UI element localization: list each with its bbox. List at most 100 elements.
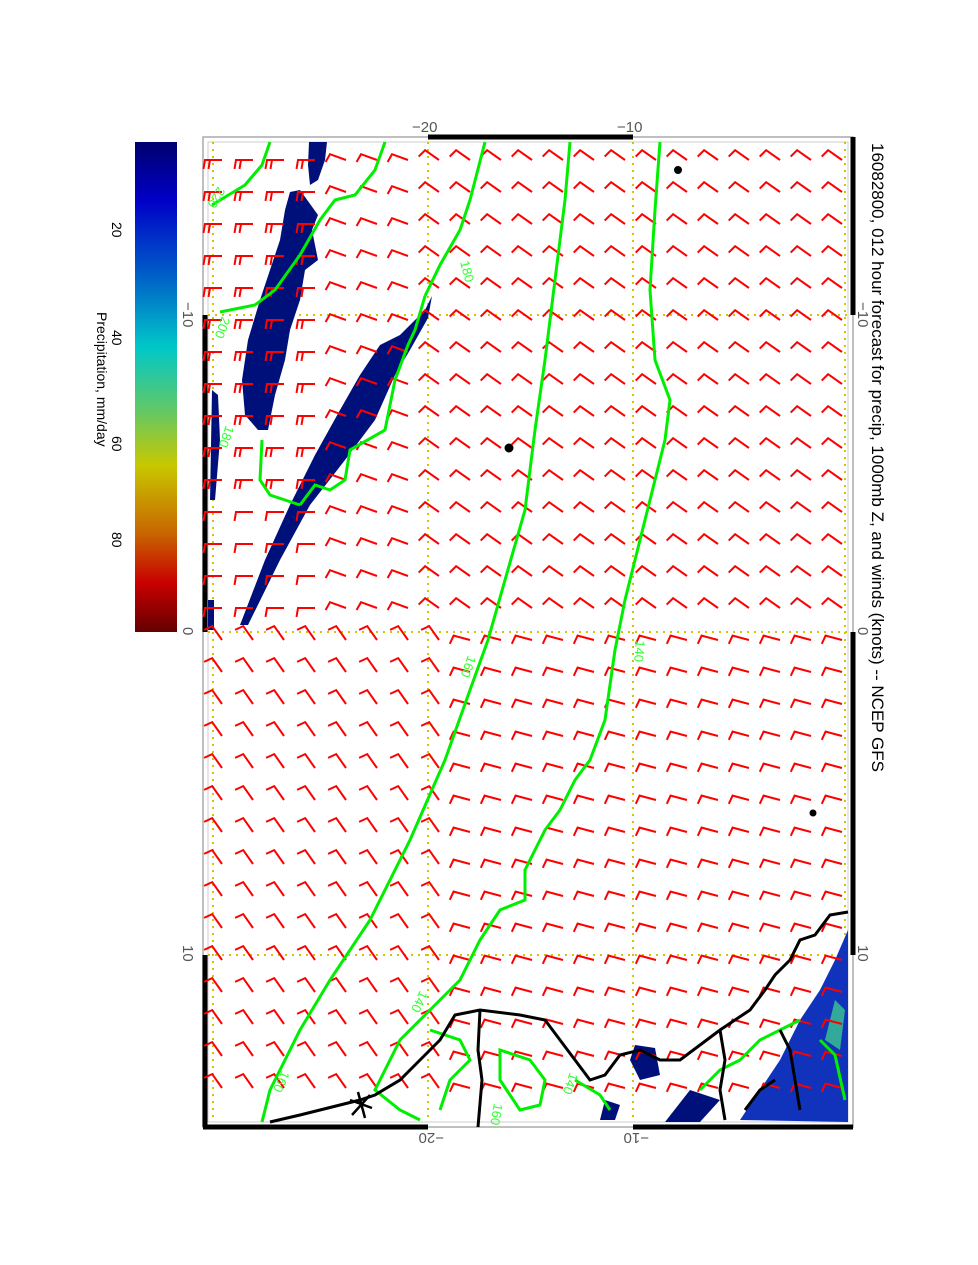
wind-barb xyxy=(264,223,284,234)
wind-barb xyxy=(327,720,347,737)
wind-barb xyxy=(203,784,223,801)
wind-barb xyxy=(355,216,378,227)
wind-barb xyxy=(510,954,533,965)
wind-barb xyxy=(264,383,284,394)
wind-barb xyxy=(327,848,347,865)
wind-barb xyxy=(389,752,409,769)
wind-barb xyxy=(820,858,843,869)
wind-barb xyxy=(634,596,657,609)
wind-barb xyxy=(727,212,750,225)
right-tick-label: −10 xyxy=(854,302,871,327)
wind-barb xyxy=(233,255,253,266)
wind-barb xyxy=(758,436,781,449)
colorbar-scale xyxy=(135,142,177,632)
wind-barb xyxy=(389,912,409,929)
wind-barb xyxy=(820,1082,843,1093)
wind-barb xyxy=(572,1050,595,1061)
wind-barb xyxy=(417,340,440,353)
wind-barb xyxy=(696,986,719,997)
wind-barb xyxy=(572,468,595,481)
wind-barb xyxy=(789,436,812,449)
wind-barb xyxy=(510,730,533,741)
wind-barb xyxy=(324,440,347,451)
wind-barb xyxy=(634,564,657,577)
wind-barb xyxy=(355,408,378,419)
wind-barb xyxy=(634,954,657,965)
wind-barb xyxy=(510,404,533,417)
wind-barb xyxy=(234,1040,254,1057)
wind-barb xyxy=(479,564,502,577)
wind-barb xyxy=(541,148,564,161)
wind-barb xyxy=(203,976,223,993)
wind-barb xyxy=(264,351,284,362)
wind-barb xyxy=(603,634,626,645)
wind-barb xyxy=(727,244,750,257)
wind-barb xyxy=(203,1072,223,1089)
wind-barb xyxy=(696,148,719,161)
wind-barb xyxy=(572,404,595,417)
wind-barb xyxy=(202,319,222,330)
wind-barb xyxy=(572,698,595,709)
wind-barb xyxy=(572,148,595,161)
wind-barb xyxy=(789,762,812,773)
wind-barb xyxy=(420,848,440,865)
wind-barb xyxy=(234,944,254,961)
wind-barb xyxy=(295,447,315,458)
wind-barb xyxy=(665,986,688,997)
wind-barb xyxy=(696,826,719,837)
wind-barb xyxy=(324,248,347,259)
wind-barb xyxy=(820,634,843,645)
wind-barb xyxy=(572,372,595,385)
wind-barb xyxy=(448,308,471,321)
wind-barb xyxy=(234,624,254,641)
wind-barb xyxy=(758,596,781,609)
wind-barb xyxy=(203,656,223,673)
wind-barb xyxy=(634,1082,657,1093)
wind-barb xyxy=(820,1018,843,1029)
wind-barb xyxy=(634,180,657,193)
wind-barb xyxy=(264,255,284,266)
wind-barb xyxy=(324,344,347,355)
wind-barb xyxy=(324,408,347,419)
wind-barb xyxy=(295,351,315,362)
wind-barb xyxy=(358,656,378,673)
wind-barb xyxy=(295,607,315,618)
wind-barb xyxy=(202,159,222,170)
wind-barb xyxy=(696,922,719,933)
wind-barb xyxy=(448,1050,471,1061)
wind-barb xyxy=(264,319,284,330)
wind-barb xyxy=(541,1082,564,1093)
wind-barb xyxy=(448,794,471,805)
wind-barb xyxy=(324,280,347,291)
wind-barb xyxy=(327,656,347,673)
wind-barb xyxy=(264,447,284,458)
wind-barb xyxy=(820,404,843,417)
wind-barb xyxy=(541,794,564,805)
wind-barb xyxy=(202,223,222,234)
wind-barb xyxy=(603,890,626,901)
wind-barb xyxy=(758,564,781,577)
wind-barb xyxy=(727,372,750,385)
wind-barb xyxy=(696,436,719,449)
wind-barb xyxy=(820,500,843,513)
wind-barb xyxy=(510,244,533,257)
wind-barb xyxy=(572,794,595,805)
wind-barb xyxy=(572,986,595,997)
wind-barb xyxy=(295,287,315,298)
wind-barb xyxy=(665,564,688,577)
wind-barb xyxy=(541,436,564,449)
right-tick-label: 10 xyxy=(854,945,871,962)
wind-barb xyxy=(789,986,812,997)
wind-barb xyxy=(541,596,564,609)
wind-barb xyxy=(541,532,564,545)
wind-barb xyxy=(417,180,440,193)
wind-barb xyxy=(327,912,347,929)
wind-barb xyxy=(355,280,378,291)
wind-barb xyxy=(727,922,750,933)
wind-barb xyxy=(448,922,471,933)
wind-barb xyxy=(420,624,440,641)
wind-barb xyxy=(665,794,688,805)
contour-label: 200 xyxy=(212,315,234,341)
wind-barb xyxy=(510,1082,533,1093)
